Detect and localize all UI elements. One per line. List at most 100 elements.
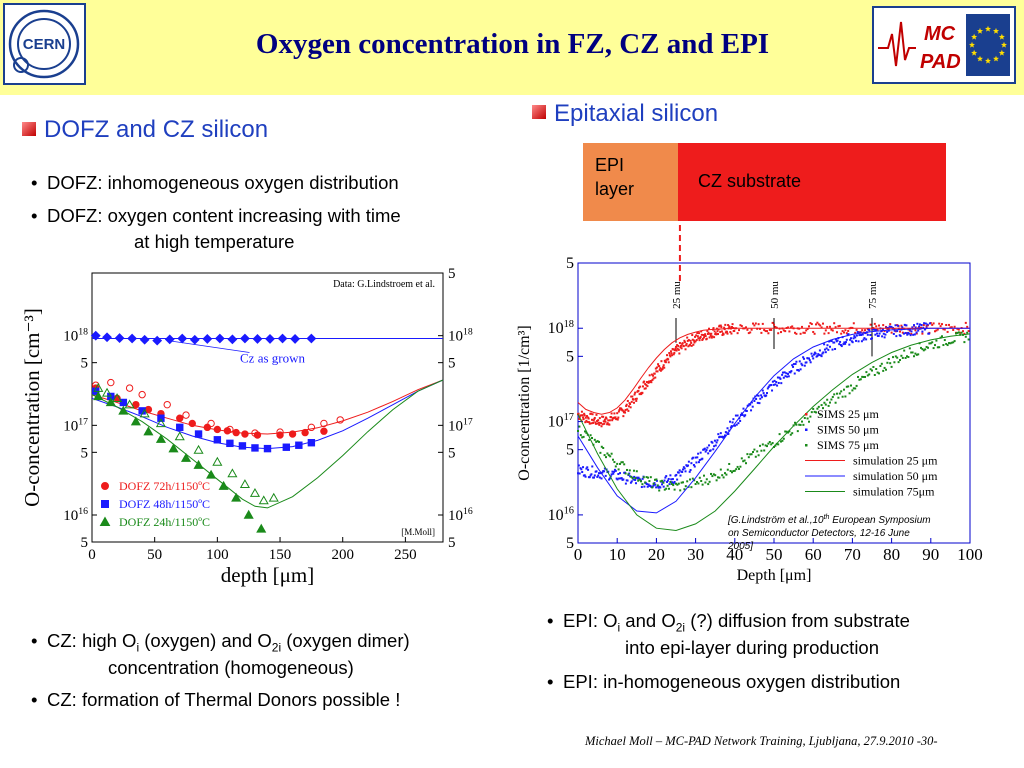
data-point: [611, 470, 614, 473]
data-point: [193, 444, 204, 454]
data-point: [643, 380, 646, 383]
y-tick-label: 5: [81, 445, 89, 461]
data-point: [654, 478, 656, 481]
data-point: [869, 323, 872, 326]
data-point: [697, 461, 700, 464]
data-point: [757, 323, 760, 326]
data-point: [143, 426, 154, 436]
data-point: [701, 338, 704, 341]
data-point: [899, 334, 902, 337]
data-point: [869, 334, 872, 337]
data-point: [824, 351, 827, 354]
data-point: [845, 332, 848, 335]
tick-exponent: 16: [564, 506, 574, 517]
eu-star-icon: [971, 49, 978, 56]
data-point: [668, 487, 670, 490]
data-point: [673, 488, 676, 491]
data-point: [911, 326, 914, 329]
data-point: [616, 412, 619, 415]
data-point: [597, 419, 600, 422]
data-point: [681, 342, 684, 345]
data-point: [880, 362, 883, 365]
data-point: [585, 419, 588, 422]
eu-star-icon: [977, 55, 983, 62]
data-point: [680, 347, 683, 350]
data-point: [610, 473, 613, 476]
data-point: [669, 350, 672, 353]
data-point: [777, 381, 780, 384]
data-point: [666, 479, 669, 482]
data-point: [818, 349, 821, 352]
data-point: [683, 339, 686, 342]
data-point: [833, 393, 836, 396]
data-point: [301, 428, 309, 437]
data-point: [728, 462, 731, 465]
eu-star-icon: [998, 49, 1005, 56]
data-point: [642, 476, 645, 479]
data-point: [606, 422, 609, 425]
x-tick-label: 60: [805, 545, 822, 564]
data-point: [780, 382, 783, 385]
data-point: [307, 439, 316, 447]
data-point: [700, 480, 703, 483]
data-point: [710, 472, 712, 475]
data-point: [733, 329, 736, 332]
x-axis-label: depth [μm]: [221, 563, 315, 587]
data-point: [849, 338, 852, 341]
data-point: [593, 416, 596, 419]
data-point: [894, 330, 897, 333]
y-tick-label: 5: [566, 535, 574, 552]
data-point: [124, 399, 135, 409]
data-point: [801, 325, 803, 328]
y-axis-label: O-concentration [1/cm³]: [516, 325, 533, 480]
data-point: [803, 417, 806, 420]
data-point: [132, 400, 140, 409]
chart-dofz-cz: 0 50 100 150 200 250 5 1016 5 1017 5 1018 5 1016 5 1017…: [20, 266, 473, 587]
data-point: [626, 408, 629, 411]
data-point: [799, 368, 802, 371]
data-point: [897, 361, 900, 364]
data-point: [682, 466, 685, 469]
data-point: [587, 417, 590, 420]
data-point: [693, 465, 696, 468]
data-point: [721, 435, 724, 438]
y-tick-label: 1017: [63, 416, 88, 434]
data-point: [645, 476, 648, 479]
data-point: [892, 332, 895, 335]
data-point: [641, 391, 644, 394]
bullet-text: DOFZ: inhomogeneous oxygen distribution: [47, 172, 399, 193]
data-point: [590, 473, 593, 476]
data-point: [626, 479, 629, 482]
data-point: [612, 417, 615, 420]
y-tick-label: 5: [566, 348, 574, 365]
data-point: [903, 323, 906, 326]
data-point: [651, 486, 654, 489]
bullet-dot-icon: •: [547, 610, 554, 631]
data-point: [703, 474, 705, 477]
data-point: [915, 332, 918, 335]
data-point: [730, 425, 733, 428]
data-point: [699, 337, 702, 340]
tick-exponent: 16: [463, 506, 473, 517]
data-point: [838, 392, 841, 395]
data-point: [820, 326, 823, 329]
data-point: [605, 456, 607, 459]
data-point: [139, 408, 150, 418]
data-point: [603, 418, 606, 421]
data-point: [964, 335, 967, 338]
data-point: [789, 326, 792, 329]
data-point: [720, 326, 723, 329]
data-point: [897, 324, 900, 327]
data-point: [745, 409, 748, 412]
data-point: [640, 486, 643, 489]
data-point: [628, 469, 631, 472]
data-point: [929, 342, 932, 345]
data-point: [932, 347, 935, 350]
data-point: [607, 470, 610, 473]
data-point: [719, 324, 722, 327]
data-point: [620, 461, 623, 464]
data-point: [913, 333, 916, 336]
data-point: [724, 434, 726, 437]
data-point: [771, 380, 774, 383]
data-point: [676, 344, 679, 347]
